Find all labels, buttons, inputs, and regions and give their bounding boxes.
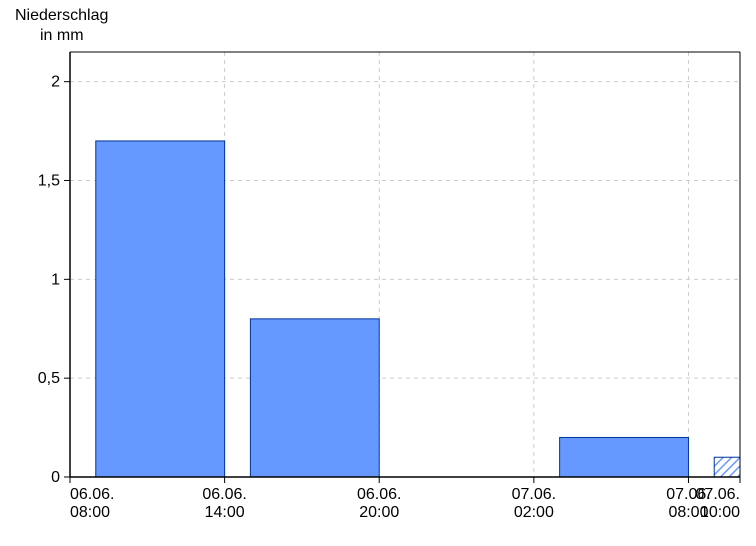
bar-1 (250, 319, 379, 477)
y-tick-label: 0 (51, 469, 60, 486)
chart-title-line-0: Niederschlag (15, 7, 108, 24)
bar-0 (96, 141, 225, 477)
x-tick-label-line1: 06.06. (202, 486, 246, 503)
chart-title-line-1: in mm (40, 27, 84, 44)
x-tick-label-line1: 06.06. (357, 486, 401, 503)
precipitation-bar-chart: 00,511,5206.06.08:0006.06.14:0006.06.20:… (0, 0, 756, 546)
y-tick-label: 1,5 (38, 172, 60, 189)
x-tick-label-line2: 20:00 (359, 504, 399, 521)
y-tick-label: 1 (51, 271, 60, 288)
chart-svg: 00,511,5206.06.08:0006.06.14:0006.06.20:… (0, 0, 756, 546)
x-tick-label-line1: 06.06. (70, 486, 114, 503)
y-tick-label: 2 (51, 74, 60, 91)
x-tick-label-line2: 02:00 (514, 504, 554, 521)
x-tick-label-line2: 10:00 (700, 504, 740, 521)
bar-3 (560, 437, 689, 477)
x-tick-label-line2: 08:00 (70, 504, 110, 521)
x-tick-label-line1: 07.06. (512, 486, 556, 503)
x-tick-label-line2: 14:00 (205, 504, 245, 521)
y-tick-label: 0,5 (38, 370, 60, 387)
x-tick-label-line1: 07.06. (696, 486, 740, 503)
